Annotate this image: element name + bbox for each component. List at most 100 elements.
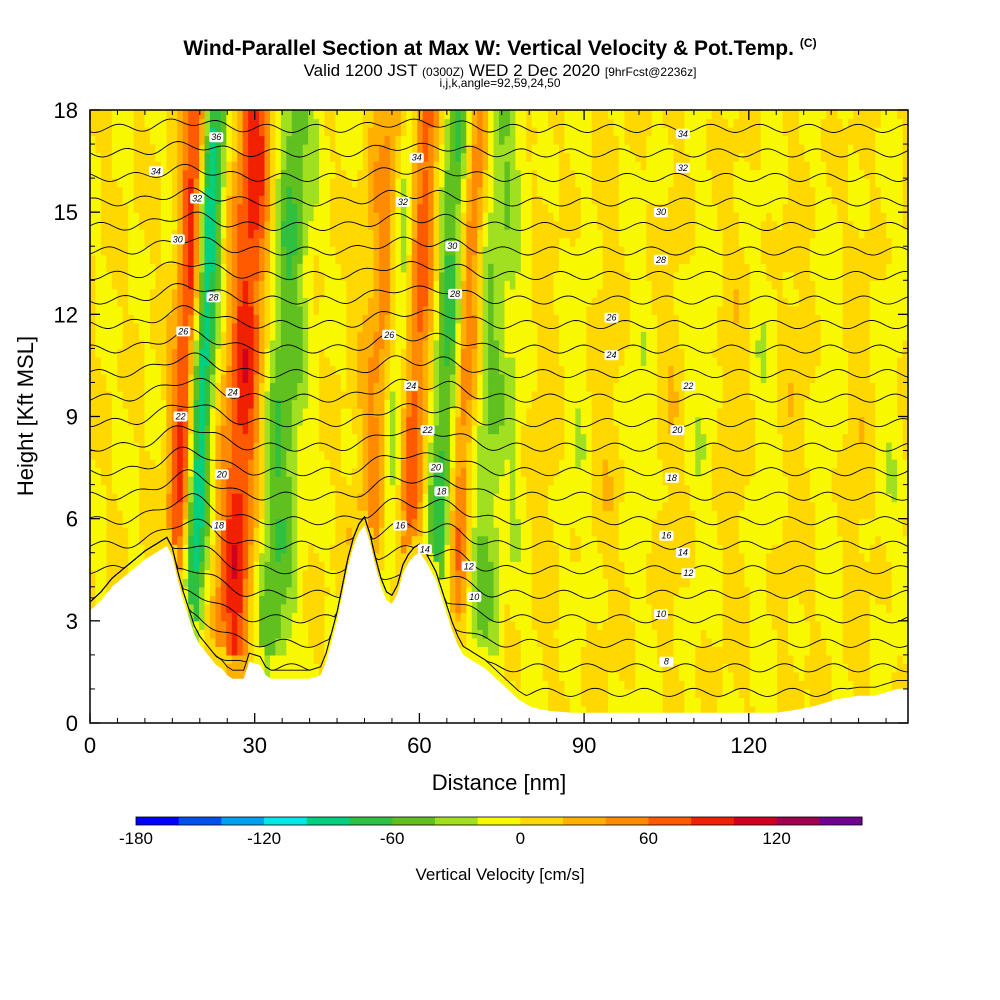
- velocity-cell: [499, 646, 506, 656]
- velocity-cell: [106, 510, 113, 520]
- velocity-cell: [793, 637, 800, 647]
- velocity-cell: [733, 697, 740, 707]
- velocity-cell: [777, 442, 784, 452]
- velocity-cell: [302, 476, 309, 486]
- velocity-cell: [842, 527, 849, 537]
- velocity-cell: [580, 484, 587, 494]
- velocity-cell: [90, 476, 97, 486]
- velocity-cell: [493, 484, 500, 494]
- velocity-cell: [149, 535, 157, 545]
- velocity-cell: [826, 442, 833, 452]
- velocity-cell: [864, 569, 871, 579]
- velocity-cell: [897, 459, 904, 469]
- velocity-cell: [875, 578, 882, 588]
- velocity-cell: [891, 578, 898, 588]
- velocity-cell: [95, 552, 102, 562]
- velocity-cell: [95, 433, 102, 443]
- velocity-cell: [509, 501, 516, 511]
- velocity-cell: [275, 476, 282, 486]
- velocity-cell: [449, 544, 456, 554]
- velocity-cell: [297, 484, 304, 494]
- velocity-cell: [804, 527, 811, 537]
- velocity-cell: [673, 663, 680, 673]
- velocity-cell: [717, 586, 724, 596]
- velocity-cell: [755, 535, 762, 545]
- velocity-cell: [297, 595, 304, 605]
- velocity-cell: [788, 671, 795, 682]
- velocity-cell: [717, 612, 724, 622]
- velocity-cell: [624, 612, 631, 622]
- velocity-cell: [722, 501, 729, 511]
- velocity-cell: [815, 671, 822, 682]
- velocity-cell: [537, 654, 544, 664]
- velocity-cell: [531, 459, 538, 469]
- velocity-cell: [891, 510, 898, 520]
- velocity-cell: [477, 544, 484, 554]
- velocity-cell: [798, 620, 805, 630]
- velocity-cell: [673, 705, 680, 716]
- velocity-cell: [700, 459, 707, 469]
- velocity-cell: [226, 476, 233, 486]
- velocity-cell: [722, 450, 729, 460]
- velocity-cell: [209, 476, 217, 486]
- velocity-cell: [728, 595, 735, 605]
- velocity-cell: [689, 476, 696, 486]
- velocity-cell: [526, 603, 533, 613]
- velocity-cell: [220, 561, 227, 571]
- velocity-cell: [569, 552, 576, 562]
- velocity-cell: [488, 484, 495, 494]
- velocity-cell: [226, 450, 233, 460]
- velocity-cell: [499, 459, 506, 469]
- velocity-cell: [351, 476, 358, 486]
- velocity-cell: [897, 603, 904, 613]
- velocity-cell: [504, 527, 511, 537]
- velocity-cell: [586, 595, 593, 605]
- velocity-cell: [728, 544, 735, 554]
- velocity-cell: [449, 450, 456, 460]
- velocity-cell: [597, 654, 604, 664]
- velocity-cell: [531, 629, 538, 639]
- velocity-cell: [717, 442, 724, 452]
- velocity-cell: [537, 697, 544, 707]
- velocity-cell: [117, 561, 124, 571]
- velocity-cell: [231, 603, 238, 613]
- velocity-cell: [886, 484, 893, 494]
- velocity-cell: [231, 561, 238, 571]
- velocity-cell: [597, 680, 604, 690]
- velocity-cell: [188, 493, 195, 503]
- velocity-cell: [618, 671, 626, 682]
- velocity-cell: [520, 595, 527, 605]
- velocity-cell: [455, 535, 462, 545]
- velocity-cell: [684, 476, 691, 486]
- velocity-cell: [106, 433, 113, 443]
- velocity-cell: [384, 501, 391, 511]
- velocity-cell: [695, 484, 702, 494]
- velocity-cell: [439, 552, 446, 562]
- velocity-cell: [755, 459, 762, 469]
- velocity-cell: [482, 603, 489, 613]
- velocity-cell: [548, 637, 555, 647]
- velocity-field: [90, 110, 908, 723]
- velocity-cell: [548, 450, 555, 460]
- velocity-cell: [531, 637, 538, 647]
- velocity-cell: [858, 535, 865, 545]
- velocity-cell: [226, 646, 233, 656]
- velocity-cell: [717, 569, 724, 579]
- velocity-cell: [291, 620, 298, 630]
- velocity-cell: [275, 595, 282, 605]
- velocity-cell: [520, 646, 527, 656]
- velocity-cell: [155, 442, 162, 452]
- velocity-cell: [280, 467, 287, 477]
- velocity-cell: [657, 586, 664, 596]
- velocity-cell: [280, 561, 287, 571]
- velocity-cell: [319, 527, 326, 537]
- velocity-cell: [477, 459, 484, 469]
- velocity-cell: [335, 552, 342, 562]
- velocity-cell: [837, 654, 844, 664]
- velocity-cell: [389, 595, 396, 605]
- velocity-cell: [509, 688, 516, 699]
- velocity-cell: [564, 459, 571, 469]
- velocity-cell: [422, 450, 429, 460]
- velocity-cell: [357, 518, 364, 528]
- velocity-cell: [755, 603, 762, 613]
